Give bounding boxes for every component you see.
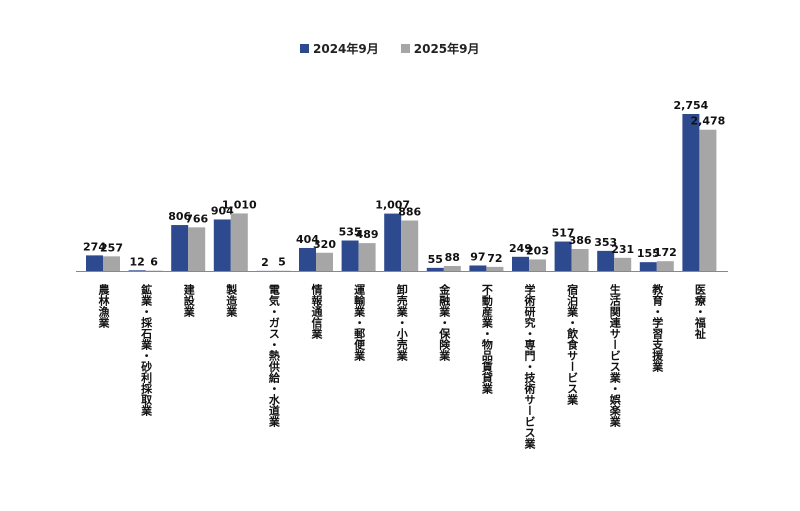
data-label-2024-4: 2 [261, 256, 269, 269]
bar-2025-8 [443, 265, 461, 271]
data-label-2024-9: 97 [470, 250, 485, 263]
bar-2024-13 [639, 262, 657, 271]
category-label-10: 学術研究・専門・技術サービス業 [523, 284, 536, 449]
data-label-2024-8: 55 [428, 253, 443, 266]
data-label-2025-1: 6 [150, 256, 158, 269]
category-label-0: 農林漁業 [97, 284, 110, 328]
bar-2025-11 [571, 248, 589, 271]
data-label-2024-0: 274 [83, 240, 106, 253]
data-label-2024-6: 535 [339, 226, 362, 239]
data-label-2025-7: 886 [398, 205, 421, 218]
category-label-1: 鉱業・採石業・砂利採取業 [139, 284, 153, 416]
data-label-2025-2: 766 [185, 212, 208, 225]
bar-2025-14 [699, 129, 717, 271]
data-label-2024-10: 249 [509, 242, 532, 255]
category-label-14: 医療・福祉 [693, 284, 707, 339]
data-label-2025-0: 257 [100, 241, 123, 254]
bar-2025-0 [103, 256, 120, 271]
category-label-2: 建設業 [182, 284, 196, 317]
bar-2025-3 [230, 213, 248, 271]
data-label-2025-10: 203 [526, 244, 549, 257]
category-label-3: 製造業 [224, 284, 238, 317]
bar-2025-2 [188, 227, 206, 271]
bar-2025-10 [529, 259, 546, 271]
data-label-2025-4: 5 [278, 256, 286, 269]
data-label-2024-1: 12 [129, 255, 144, 268]
bar-2025-7 [401, 220, 419, 271]
data-label-2025-14: 2,478 [691, 115, 726, 128]
data-label-2025-5: 320 [313, 238, 336, 251]
data-label-2024-2: 806 [168, 210, 191, 223]
legend-item-2024: 2024年9月 [300, 40, 379, 57]
legend-label-2024: 2024年9月 [313, 42, 379, 56]
data-label-2024-5: 404 [296, 233, 319, 246]
category-label-8: 金融業・保険業 [437, 284, 451, 361]
bar-2024-12 [597, 250, 615, 271]
bar-2024-14 [682, 114, 700, 271]
category-label-13: 教育・学習支援業 [650, 284, 664, 372]
data-label-2025-6: 489 [356, 228, 379, 241]
bar-2024-11 [554, 241, 572, 271]
bar-2024-10 [512, 256, 529, 271]
data-label-2024-14: 2,754 [674, 99, 709, 112]
category-label-6: 運輸業・郵便業 [352, 284, 366, 361]
bar-2025-5 [316, 252, 333, 271]
bar-2024-0 [86, 255, 103, 271]
data-label-2024-13: 155 [637, 247, 660, 260]
data-label-2024-12: 353 [594, 236, 617, 249]
bar-2024-1 [128, 270, 146, 271]
bar-2025-12 [614, 257, 632, 271]
category-label-11: 宿泊業・飲食サービス業 [565, 284, 579, 405]
bar-2024-9 [469, 265, 487, 271]
bar-2024-6 [341, 240, 359, 271]
bar-2024-5 [299, 247, 316, 271]
bar-2025-13 [656, 261, 674, 271]
data-label-2024-3: 904 [211, 204, 234, 217]
category-label-4: 電気・ガス・熱供給・水道業 [267, 284, 281, 427]
bar-2024-8 [426, 267, 444, 271]
bar-2024-2 [171, 225, 189, 271]
data-label-2025-9: 72 [487, 252, 502, 265]
category-label-9: 不動産業・物品賃貸業 [480, 284, 494, 394]
bar-2025-9 [486, 266, 504, 271]
legend-item-2025: 2025年9月 [400, 40, 480, 57]
data-label-2024-11: 517 [552, 227, 575, 240]
data-label-2025-11: 386 [569, 234, 592, 247]
bar-2025-6 [358, 243, 376, 271]
data-label-2025-12: 231 [611, 243, 634, 256]
bar-2024-7 [384, 213, 402, 271]
data-label-2025-3: 1,010 [222, 198, 257, 211]
category-label-12: 生活関連サービス業・娯楽業 [608, 284, 622, 427]
data-label-2025-13: 172 [654, 246, 677, 259]
category-label-5: 情報通信業 [310, 284, 323, 339]
bar-2024-3 [213, 219, 231, 271]
category-label-7: 卸売業・小売業 [395, 284, 409, 361]
legend-swatch-2025 [400, 44, 410, 53]
data-label-2025-8: 88 [445, 251, 460, 264]
legend: 2024年9月 2025年9月 [300, 40, 480, 57]
data-label-2024-7: 1,007 [375, 199, 410, 212]
legend-label-2025: 2025年9月 [413, 42, 480, 56]
legend-swatch-2024 [300, 44, 309, 53]
